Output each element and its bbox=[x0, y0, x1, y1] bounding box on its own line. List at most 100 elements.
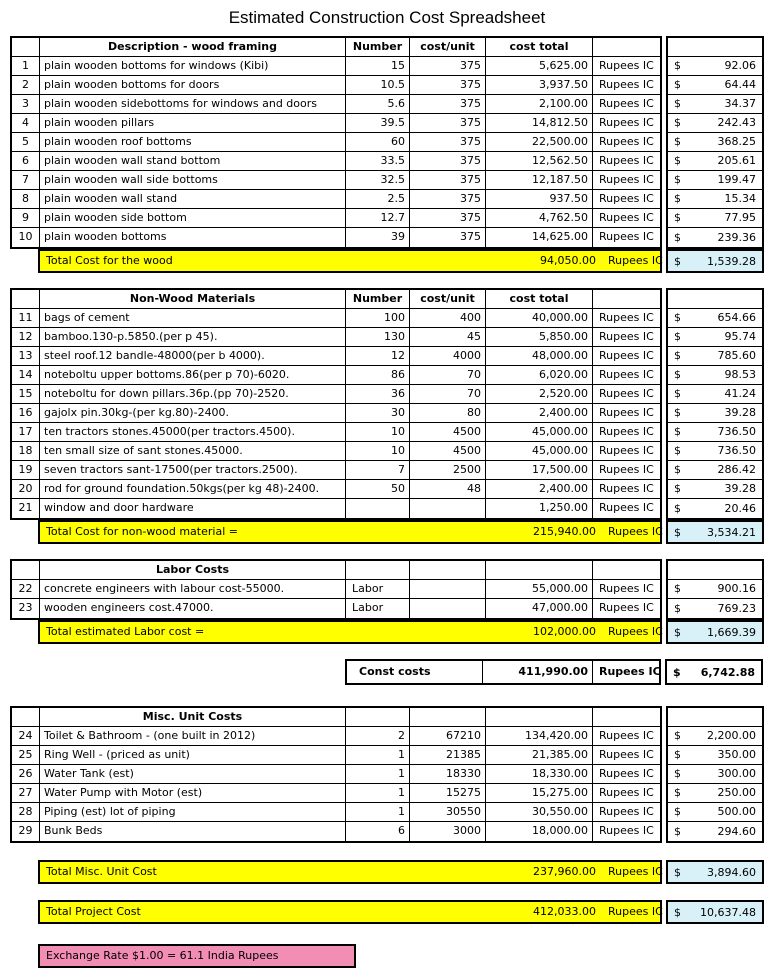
cost-total-cell: 3,937.50 bbox=[486, 76, 593, 94]
currency-cell: Rupees IC bbox=[599, 406, 654, 419]
description-cell: wooden engineers cost.47000. bbox=[40, 599, 346, 618]
wood-framing-table: Description - wood framing Number cost/uni… bbox=[10, 36, 774, 249]
cost-total-cell: 30,550.00 bbox=[486, 803, 593, 821]
currency-cell: Rupees IC bbox=[599, 368, 654, 381]
usd-cell: $2,200.00 bbox=[668, 727, 762, 746]
currency-header-cell bbox=[593, 38, 660, 56]
total-bar: Total Cost for non-wood material = 215,94… bbox=[38, 520, 663, 544]
total-row: Total estimated Labor cost = 102,000.00 Ru… bbox=[38, 620, 774, 644]
table-row: 2 plain wooden bottoms for doors 10.5 375 3,… bbox=[12, 76, 660, 95]
cost-total-cell: 17,500.00 bbox=[486, 461, 593, 479]
table-row: 18 ten small size of sant stones.45000. 10… bbox=[12, 442, 660, 461]
currency-cell: Rupees IC bbox=[599, 59, 654, 72]
total-amount: 215,940.00 bbox=[533, 525, 596, 538]
cost-unit-cell: 21385 bbox=[410, 746, 486, 764]
usd-header-cell bbox=[668, 561, 762, 580]
dollar-sign: $ bbox=[674, 135, 681, 148]
cost-total-cell: 21,385.00 bbox=[486, 746, 593, 764]
cost-total-cell: 4,762.50 bbox=[486, 209, 593, 227]
description-cell: plain wooden wall side bottoms bbox=[40, 171, 346, 189]
usd-value: 15.34 bbox=[724, 192, 757, 205]
usd-cell: $95.74 bbox=[668, 328, 762, 347]
row-number-cell: 8 bbox=[12, 190, 40, 208]
dollar-sign: $ bbox=[674, 865, 681, 879]
number-cell: 33.5 bbox=[346, 152, 410, 170]
number-cell: 86 bbox=[346, 366, 410, 384]
cost-total-cell: 14,812.50 bbox=[486, 114, 593, 132]
cost-unit-header-cell bbox=[410, 561, 486, 579]
table-row: 7 plain wooden wall side bottoms 32.5 375 12… bbox=[12, 171, 660, 190]
cost-total-cell: 47,000.00 bbox=[486, 599, 593, 618]
cost-total-cell: 2,100.00 bbox=[486, 95, 593, 113]
usd-value: 1,539.28 bbox=[707, 254, 756, 268]
cost-total-header-cell: cost total bbox=[486, 290, 593, 308]
usd-value: 34.37 bbox=[724, 97, 757, 110]
cost-unit-cell: 375 bbox=[410, 209, 486, 227]
cost-total-cell: 22,500.00 bbox=[486, 133, 593, 151]
total-usd-cell: $1,669.39 bbox=[666, 620, 764, 644]
number-cell: 1 bbox=[346, 765, 410, 783]
currency-cell: Rupees IC bbox=[599, 78, 654, 91]
description-cell: plain wooden roof bottoms bbox=[40, 133, 346, 151]
table-row: 8 plain wooden wall stand 2.5 375 937.50 Rupe… bbox=[12, 190, 660, 209]
usd-cell: $500.00 bbox=[668, 803, 762, 822]
currency-cell: Rupees IC bbox=[599, 211, 654, 224]
dollar-sign: $ bbox=[674, 330, 681, 343]
description-cell: steel roof.12 bandle-48000(per b 4000). bbox=[40, 347, 346, 365]
dollar-sign: $ bbox=[674, 97, 681, 110]
dollar-sign: $ bbox=[674, 525, 681, 539]
const-costs-amount: 411,990.00 bbox=[483, 661, 593, 683]
table-title-cell: Labor Costs bbox=[40, 561, 346, 579]
number-cell: 36 bbox=[346, 385, 410, 403]
dollar-sign: $ bbox=[674, 254, 681, 268]
table-row: 5 plain wooden roof bottoms 60 375 22,500.00… bbox=[12, 133, 660, 152]
cost-unit-cell: 375 bbox=[410, 152, 486, 170]
row-number-cell: 28 bbox=[12, 803, 40, 821]
usd-column: $92.06 $64.44 $34.37 $242.43 $368.25 $205.61 $… bbox=[666, 36, 764, 249]
description-cell: concrete engineers with labour cost-5500… bbox=[40, 580, 346, 598]
usd-cell: $77.95 bbox=[668, 209, 762, 228]
cost-total-header-cell: cost total bbox=[486, 38, 593, 56]
cost-unit-cell: 2500 bbox=[410, 461, 486, 479]
table-row: 9 plain wooden side bottom 12.7 375 4,762.50… bbox=[12, 209, 660, 228]
cost-total-cell: 12,562.50 bbox=[486, 152, 593, 170]
dollar-sign: $ bbox=[674, 444, 681, 457]
number-cell: 5.6 bbox=[346, 95, 410, 113]
table-row: 17 ten tractors stones.45000(per tractors… bbox=[12, 423, 660, 442]
row-number-cell: 5 bbox=[12, 133, 40, 151]
usd-value: 20.46 bbox=[724, 501, 757, 515]
number-cell: 130 bbox=[346, 328, 410, 346]
cost-total-cell: 5,850.00 bbox=[486, 328, 593, 346]
cost-total-header-cell bbox=[486, 708, 593, 726]
number-cell: 6 bbox=[346, 822, 410, 841]
dollar-sign: $ bbox=[674, 349, 681, 362]
currency-header-cell bbox=[593, 708, 660, 726]
row-number-cell: 15 bbox=[12, 385, 40, 403]
description-cell: seven tractors sant-17500(per tractors.2… bbox=[40, 461, 346, 479]
dollar-sign: $ bbox=[674, 729, 681, 742]
currency-cell: Rupees IC bbox=[599, 444, 654, 457]
usd-header-cell bbox=[668, 290, 762, 309]
number-cell: 1 bbox=[346, 746, 410, 764]
usd-column: $900.16 $769.23 bbox=[666, 559, 764, 620]
cost-unit-header-cell: cost/unit bbox=[410, 38, 486, 56]
total-amount: 237,960.00 bbox=[533, 865, 596, 878]
cost-unit-cell bbox=[410, 499, 486, 518]
row-number-cell: 22 bbox=[12, 580, 40, 598]
number-cell: 10 bbox=[346, 442, 410, 460]
currency-cell: Rupees IC bbox=[599, 349, 654, 362]
usd-value: 900.16 bbox=[717, 582, 757, 595]
dollar-sign: $ bbox=[674, 824, 681, 838]
cost-unit-cell: 400 bbox=[410, 309, 486, 327]
usd-cell: $41.24 bbox=[668, 385, 762, 404]
cost-unit-cell: 4500 bbox=[410, 442, 486, 460]
usd-value: 242.43 bbox=[717, 116, 757, 129]
row-number-cell: 10 bbox=[12, 228, 40, 247]
currency-cell: Rupees IC bbox=[599, 501, 654, 514]
table-row: 1 plain wooden bottoms for windows (Kibi)… bbox=[12, 57, 660, 76]
number-cell: 7 bbox=[346, 461, 410, 479]
usd-value: 2,200.00 bbox=[707, 729, 756, 742]
cost-unit-cell: 4000 bbox=[410, 347, 486, 365]
misc-table-area: Misc. Unit Costs 24 Toilet & Bathroom - (o… bbox=[0, 706, 774, 843]
